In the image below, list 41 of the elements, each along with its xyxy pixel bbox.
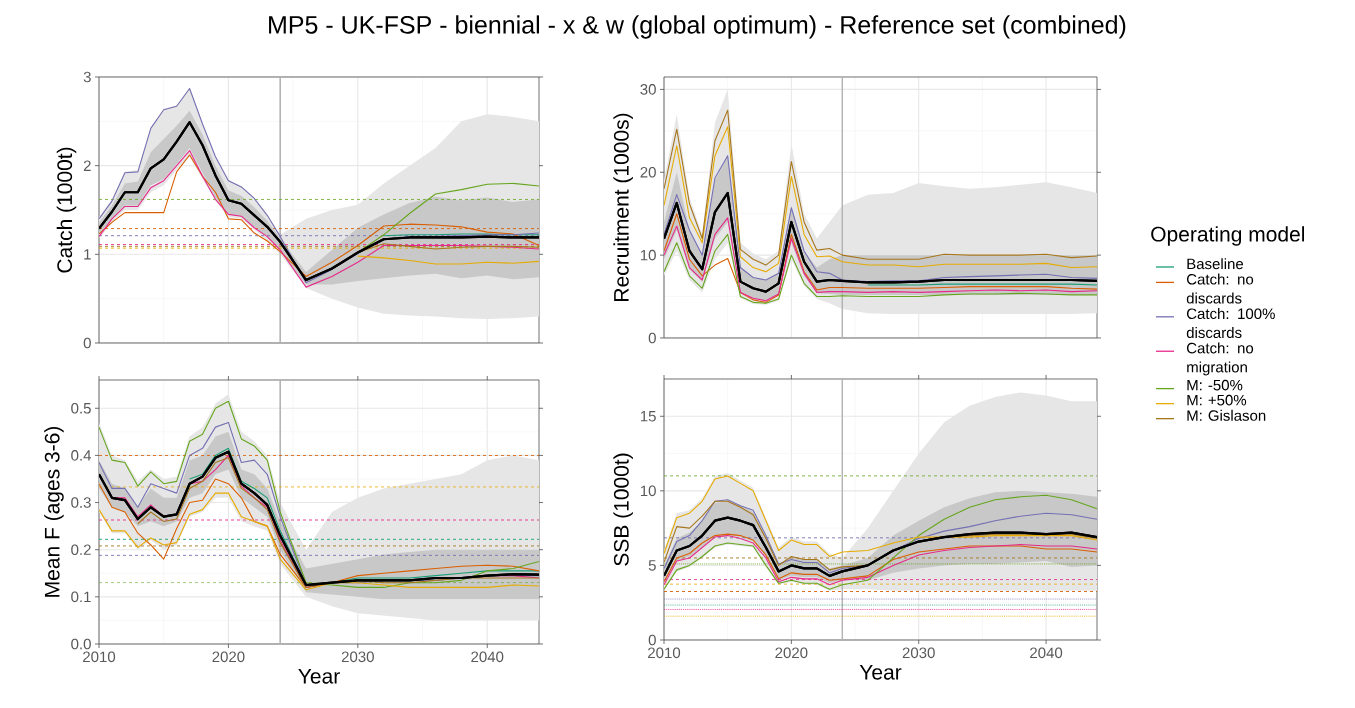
legend-label: Catch: no discards (1186, 273, 1254, 304)
y-axis-title: Mean F (ages 3-6) (44, 426, 64, 597)
y-tick-label: 0.0 (71, 638, 91, 650)
y-tick-label: 0 (648, 634, 656, 646)
y-tick-label: 3 (83, 71, 91, 83)
y-tick-label: 2 (83, 160, 91, 171)
legend-label: M: Gislason (1187, 409, 1266, 421)
x-tick-label: 2020 (775, 647, 808, 659)
y-tick-label: 15 (640, 411, 656, 422)
legend-label: Catch: 100% discards (1186, 308, 1275, 339)
x-tick-label: 2010 (648, 647, 681, 659)
legend-label: M: -50% (1187, 379, 1243, 391)
y-tick-label: 30 (640, 84, 656, 95)
y-tick-label: 20 (640, 166, 656, 178)
legend-label: Catch: no migration (1186, 342, 1254, 376)
x-tick-label: 2030 (341, 651, 374, 663)
y-tick-label: 0 (83, 337, 91, 349)
y-tick-label: 0 (648, 332, 656, 344)
y-tick-label: 10 (640, 249, 656, 261)
y-axis-title: Recruitment (1000s) (613, 113, 633, 301)
x-tick-label: 2010 (83, 651, 116, 663)
x-tick-label: 2020 (212, 651, 245, 663)
x-tick-label: 2040 (471, 651, 504, 663)
legend-label: Baseline (1187, 258, 1244, 270)
x-tick-label: 2040 (1030, 647, 1063, 659)
y-tick-label: 0.3 (71, 497, 91, 508)
y-tick-label: 5 (648, 560, 656, 571)
x-tick-label: 2030 (902, 647, 935, 659)
text: MP5 - UK-FSP - biennial - x & w (global optimum) - Reference set (combined) (269, 15, 1126, 39)
y-tick-label: 10 (640, 485, 656, 497)
y-axis-title: SSB (1000t) (613, 453, 633, 566)
x-axis-title: Year (859, 665, 902, 680)
legend-label: M: +50% (1187, 394, 1247, 406)
y-tick-label: 0.2 (71, 544, 91, 556)
y-tick-label: 0.4 (71, 450, 92, 461)
y-axis-title: Catch (1000t) (56, 147, 77, 273)
y-tick-label: 1 (84, 249, 91, 260)
x-axis-title: Year (298, 669, 340, 684)
y-tick-label: 0.5 (71, 402, 91, 414)
legend-title: Operating model (1151, 226, 1305, 246)
y-tick-label: 0.1 (71, 591, 91, 603)
